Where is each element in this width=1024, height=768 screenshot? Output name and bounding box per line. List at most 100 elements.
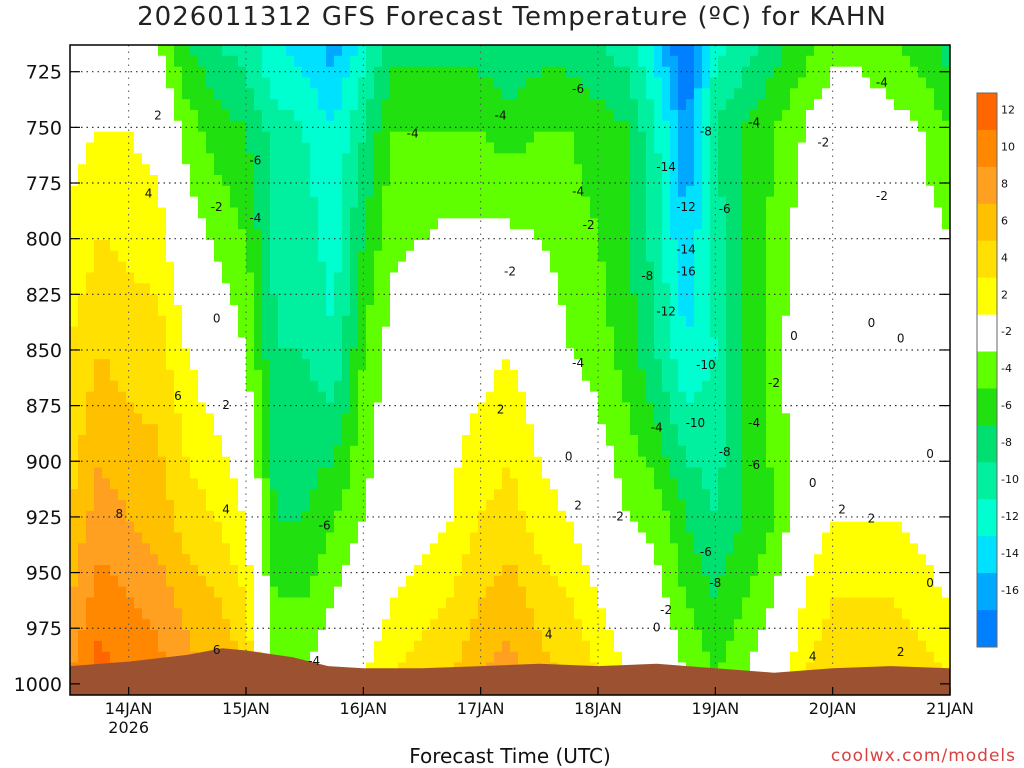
temperature-cell [550, 315, 559, 328]
temperature-cell [694, 467, 703, 479]
temperature-cell [238, 218, 247, 230]
temperature-cell [150, 348, 159, 360]
temperature-cell [110, 445, 119, 458]
temperature-cell [414, 229, 423, 241]
temperature-cell [270, 250, 279, 263]
temperature-cell [478, 500, 487, 512]
temperature-cell [94, 294, 103, 306]
temperature-cell [358, 175, 367, 187]
temperature-cell [270, 424, 279, 436]
temperature-cell [302, 543, 311, 555]
temperature-cell [206, 175, 215, 187]
temperature-cell [454, 532, 463, 544]
temperature-cell [406, 240, 415, 252]
temperature-cell [550, 207, 559, 219]
temperature-cell [686, 467, 695, 479]
temperature-cell [702, 294, 711, 306]
temperature-cell [582, 619, 591, 631]
temperature-cell [278, 283, 287, 295]
temperature-cell [534, 435, 543, 447]
temperature-cell [486, 575, 495, 588]
temperature-cell [238, 380, 247, 393]
temperature-cell [302, 445, 311, 458]
temperature-cell [726, 272, 735, 284]
temperature-cell [446, 66, 455, 79]
temperature-cell [678, 77, 687, 89]
temperature-cell [382, 651, 391, 664]
temperature-cell [430, 521, 439, 534]
temperature-cell [678, 250, 687, 263]
temperature-cell [158, 218, 167, 230]
temperature-cell [206, 142, 215, 154]
temperature-cell [254, 565, 263, 577]
temperature-cell [174, 586, 183, 599]
temperature-cell [406, 120, 415, 133]
temperature-cell [78, 489, 87, 501]
temperature-cell [118, 413, 127, 425]
temperature-cell [190, 110, 199, 122]
temperature-cell [102, 250, 111, 263]
temperature-cell [430, 185, 439, 198]
temperature-cell [590, 640, 599, 653]
temperature-cell [518, 153, 527, 165]
temperature-cell [662, 554, 671, 566]
temperature-cell [230, 380, 239, 393]
temperature-cell [390, 651, 399, 664]
temperature-cell [686, 131, 695, 144]
temperature-cell [670, 99, 679, 111]
temperature-cell [630, 294, 639, 306]
temperature-cell [718, 575, 727, 588]
temperature-cell [558, 250, 567, 263]
temperature-cell [638, 619, 647, 631]
temperature-cell [286, 359, 295, 371]
temperature-cell [286, 196, 295, 209]
temperature-cell [158, 229, 167, 241]
temperature-cell [454, 250, 463, 263]
temperature-cell [454, 391, 463, 404]
temperature-cell [638, 326, 647, 339]
temperature-cell [710, 142, 719, 154]
temperature-cell [590, 283, 599, 295]
temperature-cell [422, 380, 431, 393]
temperature-cell [246, 294, 255, 306]
temperature-cell [414, 272, 423, 284]
temperature-cell [118, 66, 127, 79]
temperature-cell [70, 229, 79, 241]
temperature-cell [710, 261, 719, 274]
temperature-cell [358, 391, 367, 404]
temperature-cell [630, 424, 639, 436]
temperature-cell [374, 207, 383, 219]
temperature-cell [262, 380, 271, 393]
temperature-cell [174, 532, 183, 544]
temperature-cell [686, 359, 695, 371]
temperature-cell [630, 521, 639, 534]
temperature-cell [590, 164, 599, 176]
temperature-cell [70, 651, 79, 664]
temperature-cell [734, 110, 743, 122]
temperature-cell [590, 272, 599, 284]
temperature-cell [470, 175, 479, 187]
temperature-cell [614, 597, 623, 609]
temperature-cell [654, 66, 663, 79]
temperature-cell [470, 337, 479, 349]
temperature-cell [134, 402, 143, 414]
temperature-cell [486, 240, 495, 252]
temperature-cell [494, 467, 503, 479]
temperature-cell [382, 597, 391, 609]
temperature-cell [590, 402, 599, 414]
temperature-cell [294, 543, 303, 555]
temperature-cell [462, 424, 471, 436]
temperature-cell [150, 359, 159, 371]
temperature-cell [86, 45, 95, 57]
temperature-cell [134, 445, 143, 458]
temperature-cell [406, 294, 415, 306]
temperature-cell [486, 88, 495, 100]
temperature-cell [622, 478, 631, 490]
temperature-cell [502, 77, 511, 89]
temperature-cell [118, 315, 127, 328]
temperature-cell [574, 66, 583, 79]
temperature-cell [78, 380, 87, 393]
temperature-cell [598, 554, 607, 566]
temperature-cell [390, 315, 399, 328]
temperature-cell [582, 500, 591, 512]
